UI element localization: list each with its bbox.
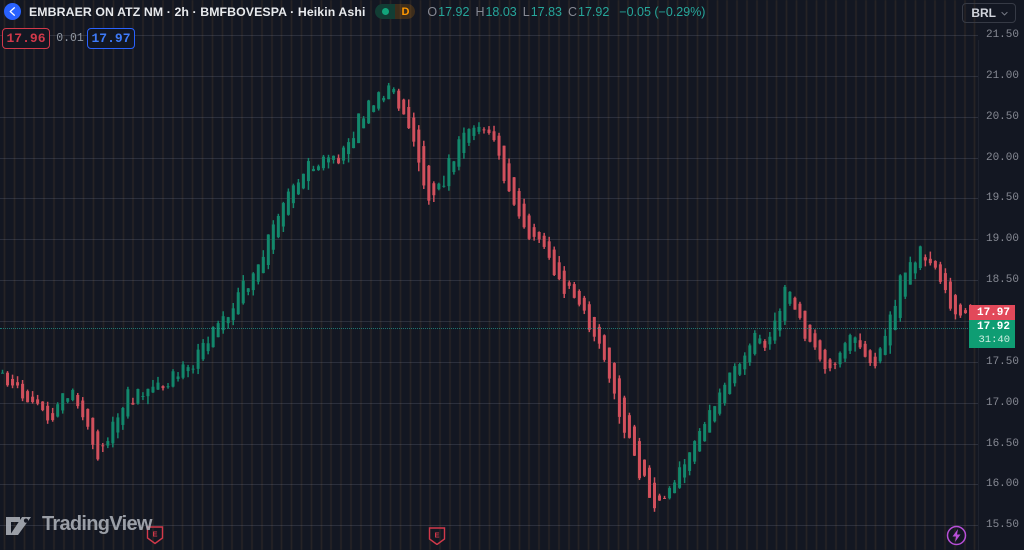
svg-text:E: E — [434, 531, 439, 540]
svg-text:E: E — [152, 530, 157, 539]
